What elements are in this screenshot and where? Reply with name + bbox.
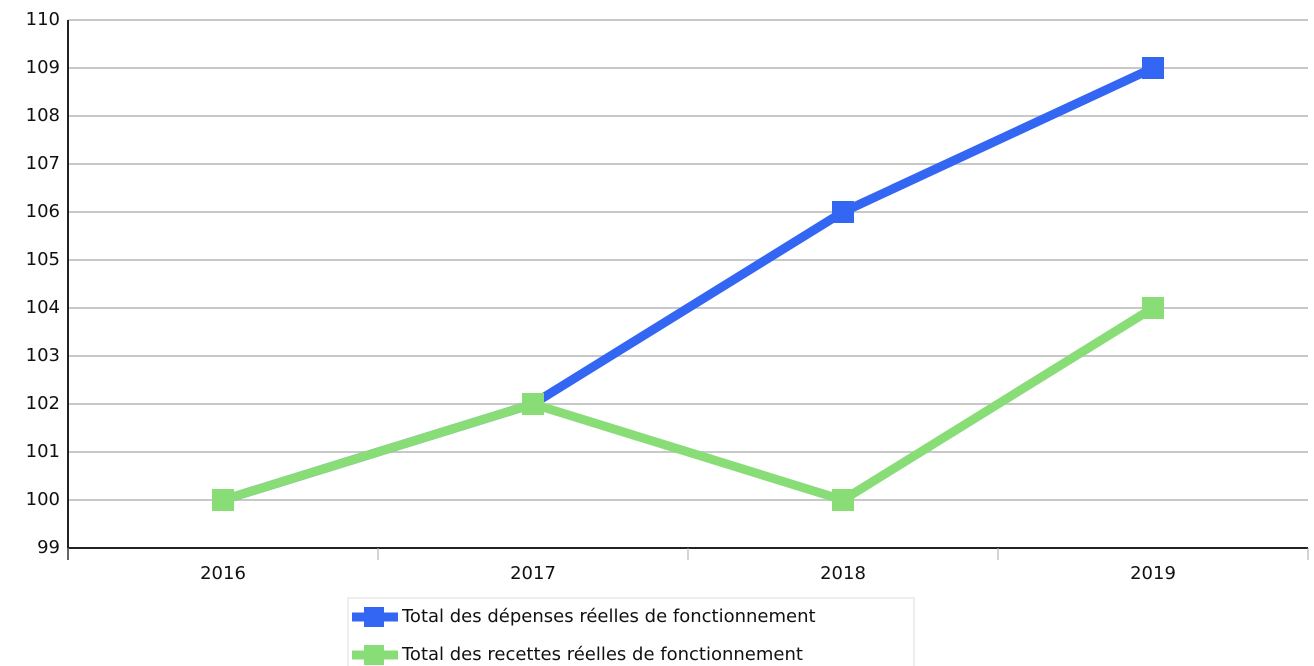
y-tick-label: 104 [26, 297, 60, 318]
y-tick-label: 103 [26, 345, 60, 366]
series-line [221, 63, 1155, 505]
x-tick-label: 2018 [820, 563, 866, 584]
point-marker [1142, 297, 1164, 319]
point-marker [1142, 57, 1164, 79]
y-tick-label: 102 [26, 393, 60, 414]
legend-label: Total des dépenses réelles de fonctionne… [401, 606, 816, 627]
y-tick-label: 101 [26, 441, 60, 462]
x-tick-label: 2016 [200, 563, 246, 584]
x-tick-label: 2019 [1130, 563, 1176, 584]
y-tick-label: 109 [26, 57, 60, 78]
y-tick-label: 99 [37, 537, 60, 558]
point-marker [212, 489, 234, 511]
point-marker [832, 201, 854, 223]
y-tick-label: 107 [26, 153, 60, 174]
legend-marker [364, 607, 384, 627]
y-tick-label: 110 [26, 9, 60, 30]
x-tick-label: 2017 [510, 563, 556, 584]
y-tick-label: 108 [26, 105, 60, 126]
point-marker [832, 489, 854, 511]
y-tick-label: 106 [26, 201, 60, 222]
y-tick-label: 100 [26, 489, 60, 510]
point-marker [522, 393, 544, 415]
legend-label: Total des recettes réelles de fonctionne… [401, 644, 803, 665]
legend-box [347, 597, 915, 666]
series-line [221, 304, 1156, 505]
y-tick-label: 105 [26, 249, 60, 270]
legend-marker [364, 645, 384, 665]
